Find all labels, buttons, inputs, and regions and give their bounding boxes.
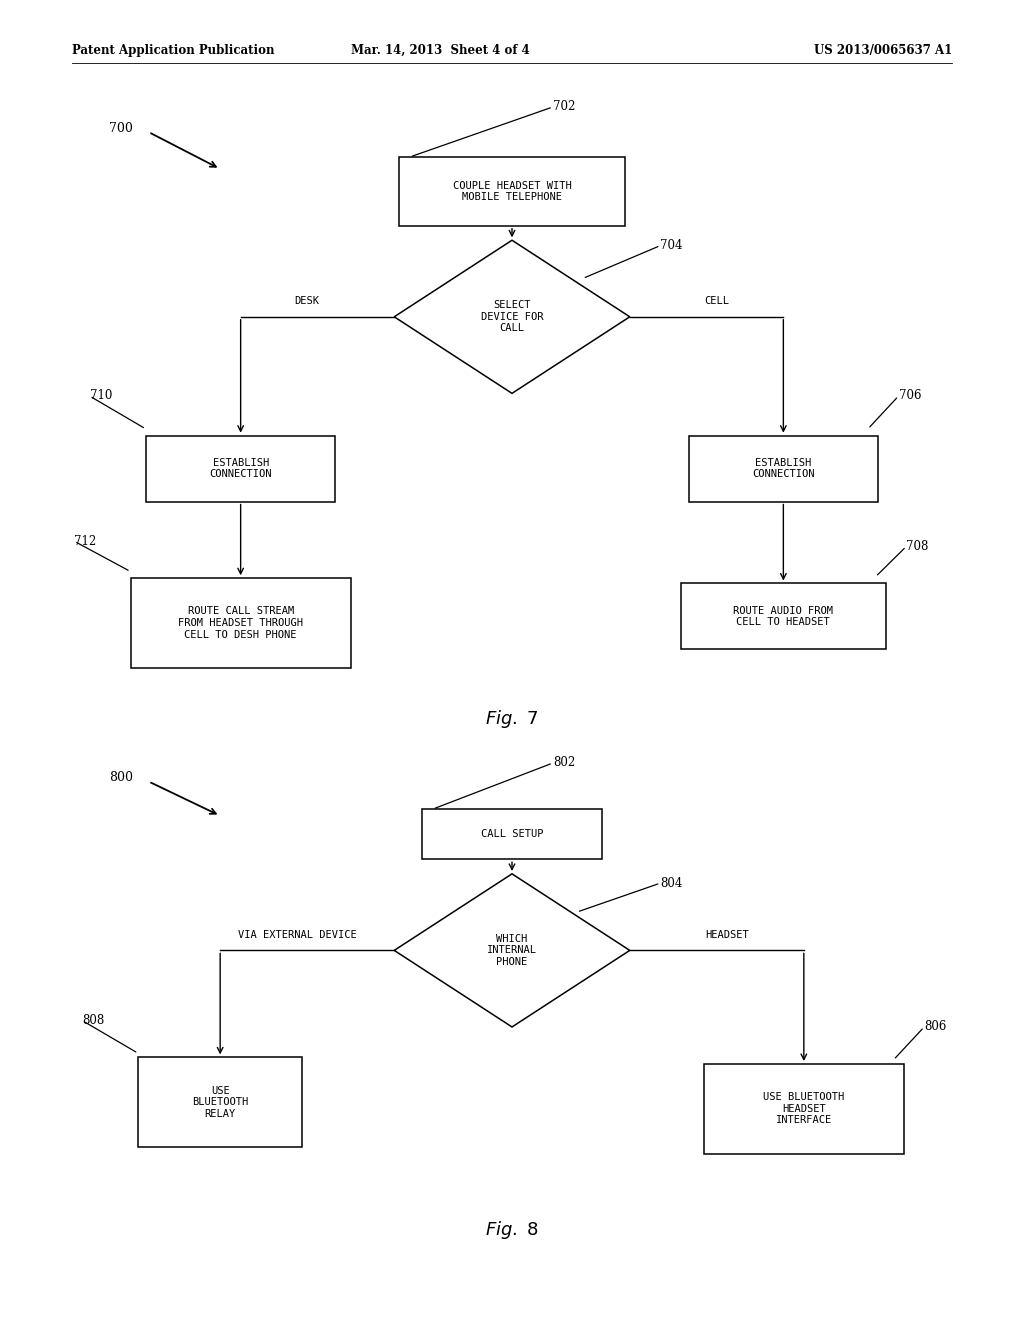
Polygon shape bbox=[394, 240, 630, 393]
Text: 808: 808 bbox=[82, 1014, 104, 1027]
Text: 706: 706 bbox=[899, 389, 921, 403]
Text: 804: 804 bbox=[660, 876, 683, 890]
Bar bbox=[705, 1064, 904, 1154]
Text: 710: 710 bbox=[90, 389, 112, 403]
Text: 700: 700 bbox=[110, 121, 133, 135]
Text: USE BLUETOOTH
HEADSET
INTERFACE: USE BLUETOOTH HEADSET INTERFACE bbox=[763, 1092, 845, 1126]
Text: ESTABLISH
CONNECTION: ESTABLISH CONNECTION bbox=[752, 458, 815, 479]
Text: 704: 704 bbox=[660, 239, 683, 252]
Bar bbox=[138, 1057, 302, 1147]
Text: 800: 800 bbox=[110, 771, 133, 784]
Text: HEADSET: HEADSET bbox=[706, 929, 749, 940]
Text: 806: 806 bbox=[925, 1020, 946, 1034]
Bar bbox=[688, 436, 878, 502]
Text: 708: 708 bbox=[906, 540, 929, 553]
Text: Mar. 14, 2013  Sheet 4 of 4: Mar. 14, 2013 Sheet 4 of 4 bbox=[351, 44, 529, 57]
Text: Patent Application Publication: Patent Application Publication bbox=[72, 44, 274, 57]
Text: 802: 802 bbox=[553, 756, 575, 770]
Text: CELL: CELL bbox=[705, 296, 729, 306]
Bar bbox=[145, 436, 336, 502]
Text: CALL SETUP: CALL SETUP bbox=[480, 829, 544, 840]
Text: DESK: DESK bbox=[295, 296, 319, 306]
Text: VIA EXTERNAL DEVICE: VIA EXTERNAL DEVICE bbox=[238, 929, 356, 940]
Text: WHICH
INTERNAL
PHONE: WHICH INTERNAL PHONE bbox=[487, 933, 537, 968]
Bar bbox=[131, 578, 350, 668]
Bar bbox=[681, 583, 886, 649]
Text: 702: 702 bbox=[553, 100, 575, 114]
Bar bbox=[399, 157, 625, 226]
Bar bbox=[422, 809, 601, 859]
Text: $\it{Fig.}$ $\it{7}$: $\it{Fig.}$ $\it{7}$ bbox=[485, 709, 539, 730]
Text: SELECT
DEVICE FOR
CALL: SELECT DEVICE FOR CALL bbox=[480, 300, 544, 334]
Text: US 2013/0065637 A1: US 2013/0065637 A1 bbox=[814, 44, 952, 57]
Text: ROUTE AUDIO FROM
CELL TO HEADSET: ROUTE AUDIO FROM CELL TO HEADSET bbox=[733, 606, 834, 627]
Polygon shape bbox=[394, 874, 630, 1027]
Text: COUPLE HEADSET WITH
MOBILE TELEPHONE: COUPLE HEADSET WITH MOBILE TELEPHONE bbox=[453, 181, 571, 202]
Text: 712: 712 bbox=[75, 535, 96, 548]
Text: ROUTE CALL STREAM
FROM HEADSET THROUGH
CELL TO DESH PHONE: ROUTE CALL STREAM FROM HEADSET THROUGH C… bbox=[178, 606, 303, 640]
Text: ESTABLISH
CONNECTION: ESTABLISH CONNECTION bbox=[209, 458, 272, 479]
Text: USE
BLUETOOTH
RELAY: USE BLUETOOTH RELAY bbox=[193, 1085, 248, 1119]
Text: $\it{Fig.}$ $\it{8}$: $\it{Fig.}$ $\it{8}$ bbox=[485, 1220, 539, 1241]
